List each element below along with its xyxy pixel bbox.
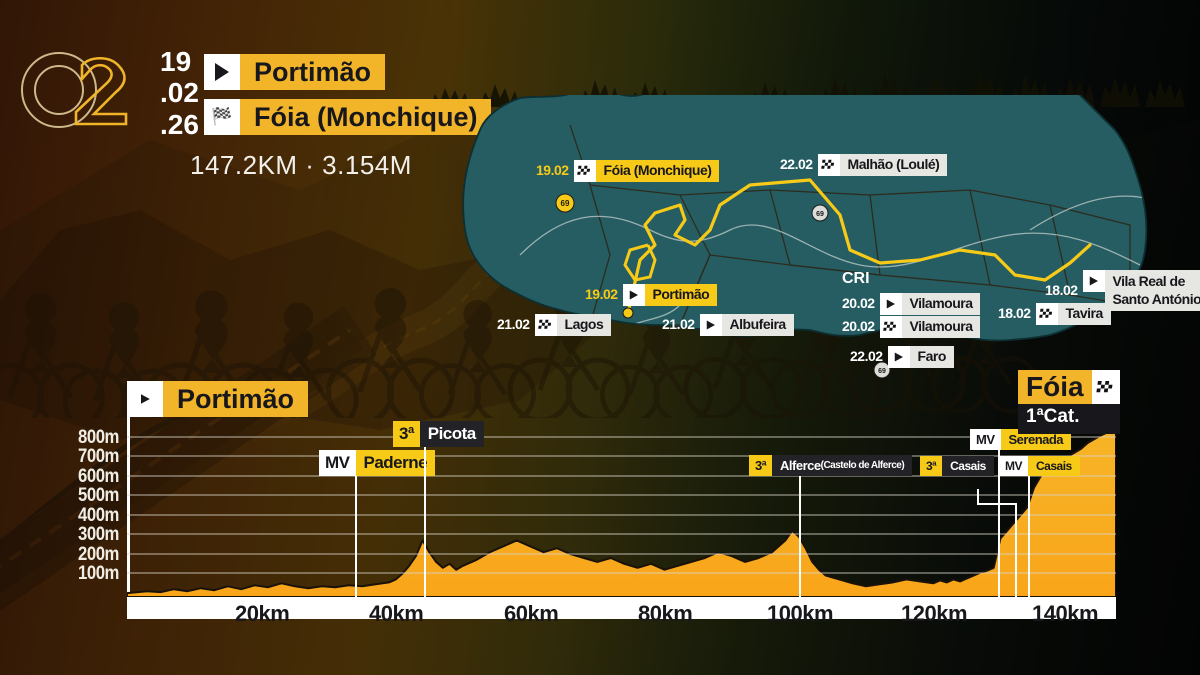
- svg-text:69: 69: [816, 211, 824, 218]
- svg-text:69: 69: [878, 368, 886, 375]
- svg-text:69: 69: [561, 199, 570, 208]
